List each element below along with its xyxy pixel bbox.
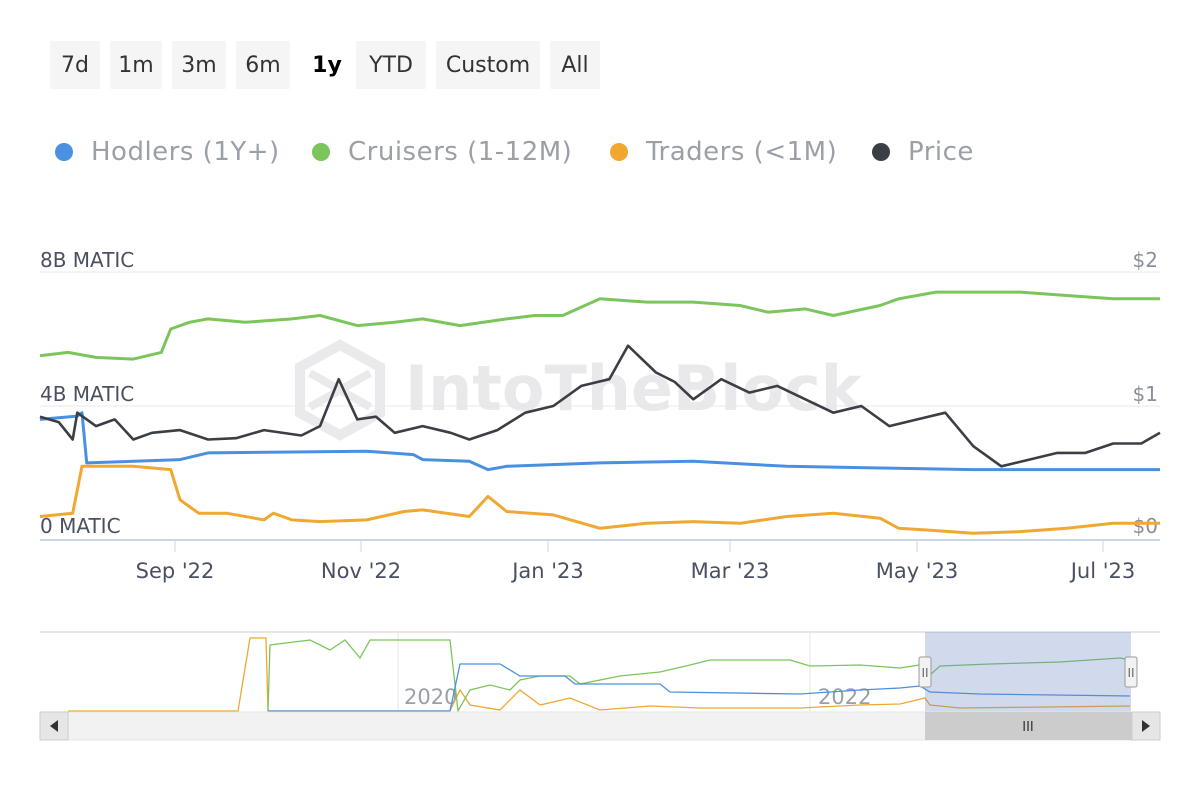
- x-tick-label: Nov '22: [321, 559, 401, 583]
- range-button-ytd[interactable]: YTD: [356, 41, 426, 89]
- traders-line: [39, 464, 1160, 535]
- hodlers-marker-icon: [55, 143, 73, 161]
- navigator: 2020 2022 II II: [40, 631, 1160, 714]
- legend-label-hodlers: Hodlers (1Y+): [91, 137, 280, 167]
- cruisers-marker-icon: [312, 143, 330, 161]
- legend-item-price[interactable]: Price: [872, 130, 974, 174]
- navigator-traders-line: [68, 637, 1131, 712]
- price-marker-icon: [872, 143, 890, 161]
- x-axis: Sep '22 Nov '22 Jan '23 Mar '23 May '23 …: [136, 540, 1136, 583]
- y-right-tick-label: $2: [1133, 248, 1158, 272]
- scroll-right-arrow-icon: [1142, 720, 1150, 732]
- legend-item-traders[interactable]: Traders (<1M): [610, 130, 837, 174]
- range-button-1m[interactable]: 1m: [110, 41, 162, 89]
- x-tick-label: May '23: [876, 559, 959, 583]
- navigator-handle-right[interactable]: [1124, 656, 1138, 688]
- range-button-custom[interactable]: Custom: [436, 41, 540, 89]
- y-left-tick-label: 0 MATIC: [40, 514, 121, 538]
- navigator-handle-grip: II: [1127, 666, 1134, 680]
- watermark-logo-icon: [295, 339, 385, 441]
- legend-item-hodlers[interactable]: Hodlers (1Y+): [55, 130, 280, 174]
- hodlers-line: [39, 411, 1160, 472]
- scrollbar-grip-icon: III: [1022, 720, 1034, 735]
- navigator-hodlers-line: [268, 663, 1131, 712]
- navigator-year-label: 2020: [404, 685, 457, 709]
- legend-label-cruisers: Cruisers (1-12M): [348, 137, 573, 167]
- x-tick-label: Mar '23: [691, 559, 770, 583]
- price-line: [39, 344, 1161, 468]
- navigator-handle-left[interactable]: [918, 656, 932, 688]
- traders-marker-icon: [610, 143, 628, 161]
- legend-label-price: Price: [908, 137, 974, 167]
- scrollbar-thumb[interactable]: [925, 712, 1132, 740]
- range-button-1y[interactable]: 1y: [300, 41, 354, 89]
- navigator-selection[interactable]: [925, 632, 1131, 712]
- y-left-tick-label: 8B MATIC: [40, 248, 134, 272]
- cruisers-line: [39, 290, 1160, 361]
- legend-item-cruisers[interactable]: Cruisers (1-12M): [312, 130, 572, 174]
- x-tick-label: Sep '22: [136, 559, 215, 583]
- x-tick-label: Jul '23: [1069, 559, 1136, 583]
- range-button-6m[interactable]: 6m: [236, 41, 290, 89]
- watermark: IntoTheBlock: [295, 339, 864, 441]
- range-button-7d[interactable]: 7d: [50, 41, 100, 89]
- range-button-3m[interactable]: 3m: [172, 41, 226, 89]
- grid-lines: [40, 271, 1160, 541]
- y-right-tick-label: $0: [1133, 514, 1158, 538]
- scroll-left-arrow-icon: [50, 720, 58, 732]
- x-tick-label: Jan '23: [510, 559, 584, 583]
- watermark-text: IntoTheBlock: [405, 352, 864, 425]
- y-right-tick-label: $1: [1133, 382, 1158, 406]
- legend-label-traders: Traders (<1M): [646, 137, 838, 167]
- navigator-handle-grip: II: [921, 666, 928, 680]
- range-button-all[interactable]: All: [550, 41, 600, 89]
- y-left-tick-label: 4B MATIC: [40, 382, 134, 406]
- scrollbar: III: [39, 711, 1161, 741]
- series-group: [39, 290, 1161, 535]
